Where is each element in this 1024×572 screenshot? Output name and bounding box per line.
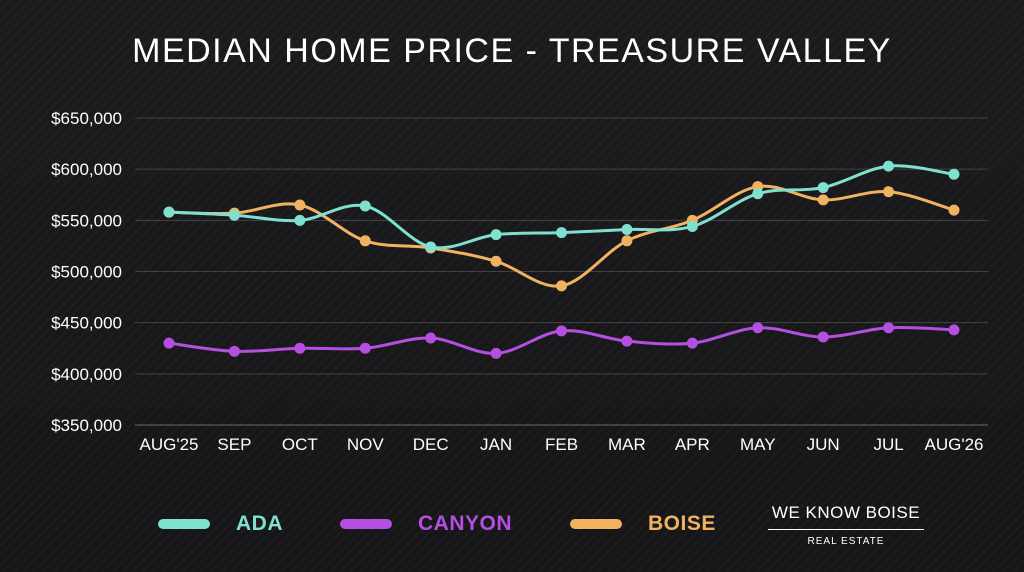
data-point-ada [686,220,698,232]
x-tick-label: AUG'25 [140,435,199,454]
data-point-canyon [490,347,502,359]
legend-swatch-canyon [340,519,392,529]
data-point-canyon [883,322,895,334]
data-point-ada [883,160,895,172]
data-point-canyon [621,335,633,347]
legend: ADA CANYON BOISE [0,512,1024,542]
x-tick-label: JUL [873,435,903,454]
data-point-canyon [948,324,960,336]
data-point-ada [359,200,371,212]
data-point-ada [425,241,437,253]
x-tick-label: MAY [740,435,776,454]
data-point-boise [948,204,960,216]
data-point-ada [490,229,502,241]
x-tick-label: FEB [545,435,578,454]
x-tick-label: APR [675,435,710,454]
data-point-ada [621,224,633,236]
brand-logo-tagline: REAL ESTATE [807,536,885,547]
y-tick-label: $450,000 [51,314,122,333]
data-point-boise [817,194,829,206]
x-tick-label: JAN [480,435,512,454]
y-tick-label: $500,000 [51,263,122,282]
x-tick-label: OCT [282,435,318,454]
data-point-boise [490,255,502,267]
data-point-boise [883,186,895,198]
legend-item-canyon: CANYON [340,512,512,536]
y-tick-label: $600,000 [51,160,122,179]
y-tick-label: $400,000 [51,365,122,384]
legend-swatch-ada [158,519,210,529]
data-point-ada [228,209,240,221]
x-tick-label: JUN [807,435,840,454]
y-tick-label: $550,000 [51,211,122,230]
data-point-boise [556,280,567,292]
data-point-canyon [686,337,698,349]
data-point-canyon [294,342,306,354]
x-tick-label: DEC [413,435,449,454]
data-point-ada [163,206,175,218]
data-point-canyon [556,325,567,337]
data-point-canyon [752,322,764,334]
legend-label-ada: ADA [236,512,283,535]
chart-title: MEDIAN HOME PRICE - TREASURE VALLEY [132,32,892,70]
legend-swatch-boise [570,519,622,529]
y-tick-label: $650,000 [51,109,122,128]
data-point-ada [752,188,764,200]
legend-item-boise: BOISE [570,512,716,536]
x-tick-label: MAR [608,435,646,454]
data-point-boise [294,199,306,211]
y-tick-label: $350,000 [51,416,122,435]
x-tick-label: NOV [347,435,385,454]
legend-label-boise: BOISE [648,512,716,535]
brand-logo: WE KNOW BOISE REAL ESTATE [768,503,924,547]
x-tick-label: SEP [217,435,251,454]
brand-logo-name: WE KNOW BOISE [768,503,924,530]
data-point-canyon [817,331,829,343]
data-point-boise [359,235,371,247]
data-point-ada [556,227,567,239]
legend-label-canyon: CANYON [418,512,513,535]
data-point-ada [294,214,306,226]
x-tick-label: AUG'26 [925,435,984,454]
data-point-canyon [163,337,175,349]
data-point-ada [948,168,960,180]
data-point-canyon [425,332,437,344]
data-point-boise [621,235,633,247]
data-point-canyon [228,345,240,357]
data-point-canyon [359,342,371,354]
data-point-ada [817,182,829,194]
legend-item-ada: ADA [158,512,283,536]
